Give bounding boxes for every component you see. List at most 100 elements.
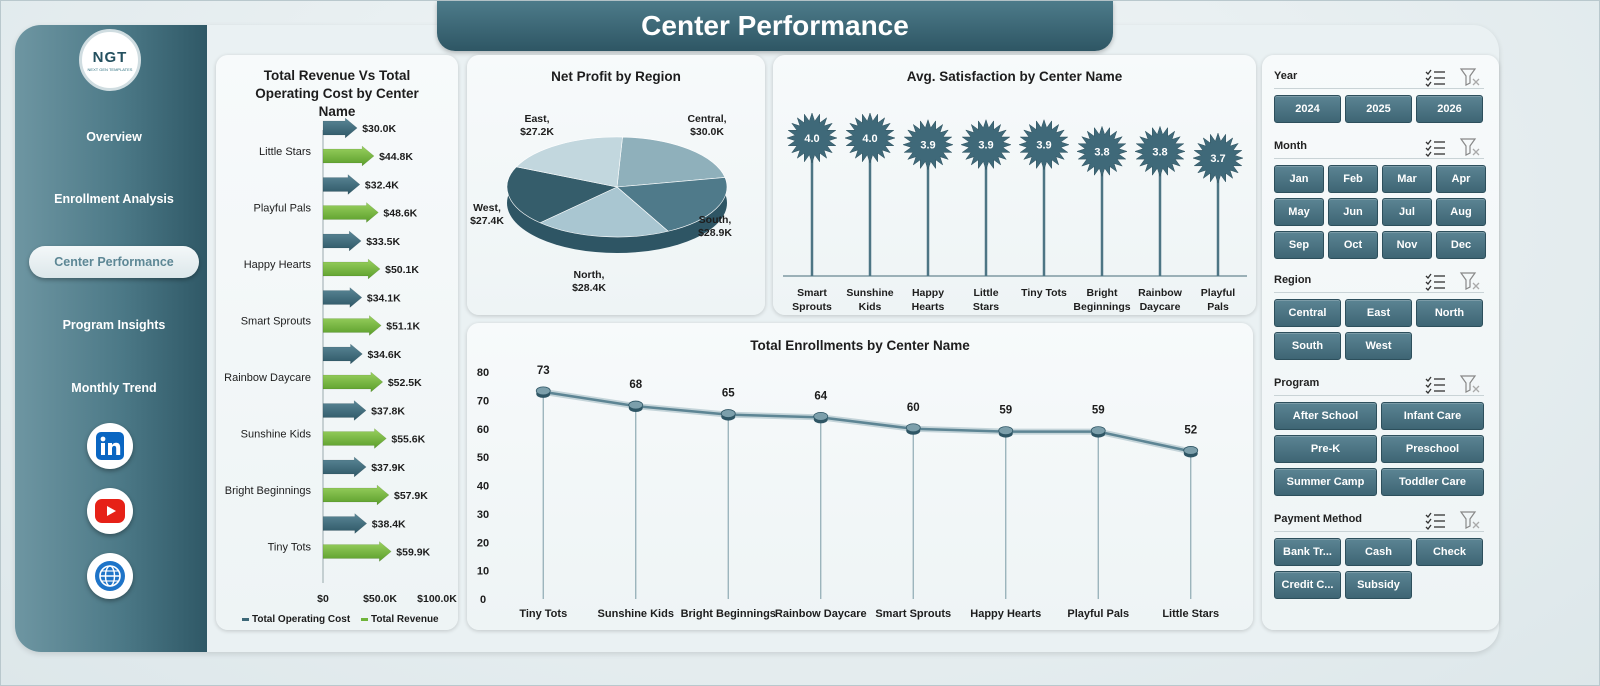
category-label-happy-hearts: Happy Hearts	[244, 259, 312, 271]
category-label-sunshine-kids: Sunshine Kids	[241, 429, 312, 441]
pie-label-central: Central,	[687, 113, 726, 125]
clear-filter-button[interactable]	[1459, 271, 1481, 296]
slicer-option-month-may[interactable]: May	[1274, 198, 1324, 226]
sidebar-item-program-insights[interactable]: Program Insights	[29, 309, 199, 341]
y-tick-label: 70	[477, 395, 489, 407]
multi-select-button[interactable]	[1424, 271, 1446, 296]
satisfaction-value-label: 3.8	[1152, 146, 1167, 158]
slicer-option-region-west[interactable]: West	[1345, 332, 1412, 360]
revenue-cost-chart: Little Stars $30.0K $44.8K Playful Pals $32.…	[224, 117, 457, 625]
pie-slice-north	[539, 186, 669, 238]
satisfaction-value-label: 4.0	[804, 133, 819, 145]
slicer-option-month-sep[interactable]: Sep	[1274, 231, 1324, 259]
multi-select-button[interactable]	[1424, 137, 1446, 162]
y-tick-label: 40	[477, 481, 489, 493]
category-label-smart-sprouts: Smart Sprouts	[241, 316, 312, 328]
slicer-option-program-after-school[interactable]: After School	[1274, 402, 1377, 430]
slicer-title: Payment Method	[1274, 513, 1363, 525]
sidebar-item-monthly-trend[interactable]: Monthly Trend	[29, 372, 199, 404]
enrollment-value-label: 60	[907, 402, 920, 414]
slicer-option-year-2024[interactable]: 2024	[1274, 95, 1341, 123]
slicer-option-payment-method-bank-tr[interactable]: Bank Tr...	[1274, 538, 1341, 566]
slicer-option-month-nov[interactable]: Nov	[1382, 231, 1432, 259]
slicer-option-month-jul[interactable]: Jul	[1382, 198, 1432, 226]
x-tick-label: Sunshine	[846, 287, 893, 299]
cost-data-label: $32.4K	[365, 180, 399, 192]
website-button[interactable]	[87, 553, 133, 599]
slicer-option-region-central[interactable]: Central	[1274, 299, 1341, 327]
pie-label-south: South,	[699, 214, 732, 226]
clear-filter-button[interactable]	[1459, 137, 1481, 162]
cost-data-label: $33.5K	[366, 236, 400, 248]
slicer-header-payment-method: Payment Method	[1274, 510, 1484, 532]
slicer-option-program-toddler-care[interactable]: Toddler Care	[1381, 468, 1484, 496]
y-tick-label: 20	[477, 537, 489, 549]
slicer-option-month-oct[interactable]: Oct	[1328, 231, 1378, 259]
x-tick-label: Pals	[1207, 301, 1229, 313]
slicer-title: Year	[1274, 70, 1298, 82]
multi-select-button[interactable]	[1424, 67, 1446, 92]
slicer-option-payment-method-credit-c[interactable]: Credit C...	[1274, 571, 1341, 599]
satisfaction-value-label: 3.9	[1036, 140, 1051, 152]
cost-bar-playful-pals	[322, 173, 361, 196]
enrollments-title: Total Enrollments by Center Name	[750, 338, 970, 353]
youtube-button[interactable]	[87, 488, 133, 534]
enrollment-marker-playful-pals	[1090, 426, 1106, 435]
revenue-cost-title: Total Revenue Vs Total Operating Cost by…	[255, 68, 419, 119]
cost-data-label: $30.0K	[362, 123, 396, 135]
x-tick-label: Smart	[797, 287, 827, 299]
x-tick-label: Hearts	[912, 301, 945, 313]
linkedin-button[interactable]	[87, 423, 133, 469]
slicer-option-month-dec[interactable]: Dec	[1436, 231, 1486, 259]
x-tick-label: Happy Hearts	[970, 608, 1041, 620]
clear-filter-button[interactable]	[1459, 67, 1481, 92]
x-tick-label: Kids	[859, 301, 882, 313]
pie-slice-east	[515, 136, 623, 188]
pie-label-east: East,	[524, 113, 549, 125]
slicer-option-year-2026[interactable]: 2026	[1416, 95, 1483, 123]
sidebar-item-center-performance[interactable]: Center Performance	[29, 246, 199, 278]
cost-bar-sunshine-kids	[322, 399, 367, 422]
sidebar-item-enrollment-analysis[interactable]: Enrollment Analysis	[29, 183, 199, 215]
sidebar-item-label: Enrollment Analysis	[54, 192, 174, 206]
pie-value-central: $30.0K	[690, 126, 724, 138]
slicer-option-region-south[interactable]: South	[1274, 332, 1341, 360]
clear-filter-button[interactable]	[1459, 374, 1481, 399]
logo: NGT NEXT GEN TEMPLATES	[79, 29, 141, 91]
slicer-option-region-north[interactable]: North	[1416, 299, 1483, 327]
clear-filter-button[interactable]	[1459, 510, 1481, 535]
revenue-bar-tiny-tots	[322, 540, 392, 563]
slicer-option-program-infant-care[interactable]: Infant Care	[1381, 402, 1484, 430]
slicer-option-month-feb[interactable]: Feb	[1328, 165, 1378, 193]
revenue-data-label: $55.6K	[391, 434, 425, 446]
satisfaction-value-label: 3.9	[978, 140, 993, 152]
revenue-data-label: $51.1K	[386, 321, 420, 333]
slicer-option-month-jan[interactable]: Jan	[1274, 165, 1324, 193]
cost-bar-tiny-tots	[322, 512, 368, 535]
slicer-option-month-jun[interactable]: Jun	[1328, 198, 1378, 226]
category-label-little-stars: Little Stars	[259, 146, 311, 158]
slicer-option-program-pre-k[interactable]: Pre-K	[1274, 435, 1377, 463]
sidebar-item-overview[interactable]: Overview	[29, 121, 199, 153]
slicer-option-month-mar[interactable]: Mar	[1382, 165, 1432, 193]
slicer-option-program-preschool[interactable]: Preschool	[1381, 435, 1484, 463]
revenue-bar-bright-beginnings	[322, 484, 390, 506]
sidebar-item-label: Overview	[86, 130, 142, 144]
pie-slice-west	[506, 166, 618, 224]
legend-swatch-cost	[242, 618, 249, 621]
slicer-option-program-summer-camp[interactable]: Summer Camp	[1274, 468, 1377, 496]
slicer-option-year-2025[interactable]: 2025	[1345, 95, 1412, 123]
y-tick-label: 0	[480, 594, 486, 606]
multi-select-button[interactable]	[1424, 510, 1446, 535]
multi-select-button[interactable]	[1424, 374, 1446, 399]
sidebar-item-label: Monthly Trend	[71, 381, 157, 395]
slicer-option-month-apr[interactable]: Apr	[1436, 165, 1486, 193]
legend-label-revenue: Total Revenue	[371, 614, 439, 625]
slicer-option-payment-method-cash[interactable]: Cash	[1345, 538, 1412, 566]
slicer-option-month-aug[interactable]: Aug	[1436, 198, 1486, 226]
satisfaction-marker-bright-beginnings	[1076, 125, 1128, 178]
slicer-option-payment-method-check[interactable]: Check	[1416, 538, 1483, 566]
slicer-option-region-east[interactable]: East	[1345, 299, 1412, 327]
slicer-option-payment-method-subsidy[interactable]: Subsidy	[1345, 571, 1412, 599]
sidebar: NGT NEXT GEN TEMPLATES Overview Enrollme…	[15, 25, 207, 652]
